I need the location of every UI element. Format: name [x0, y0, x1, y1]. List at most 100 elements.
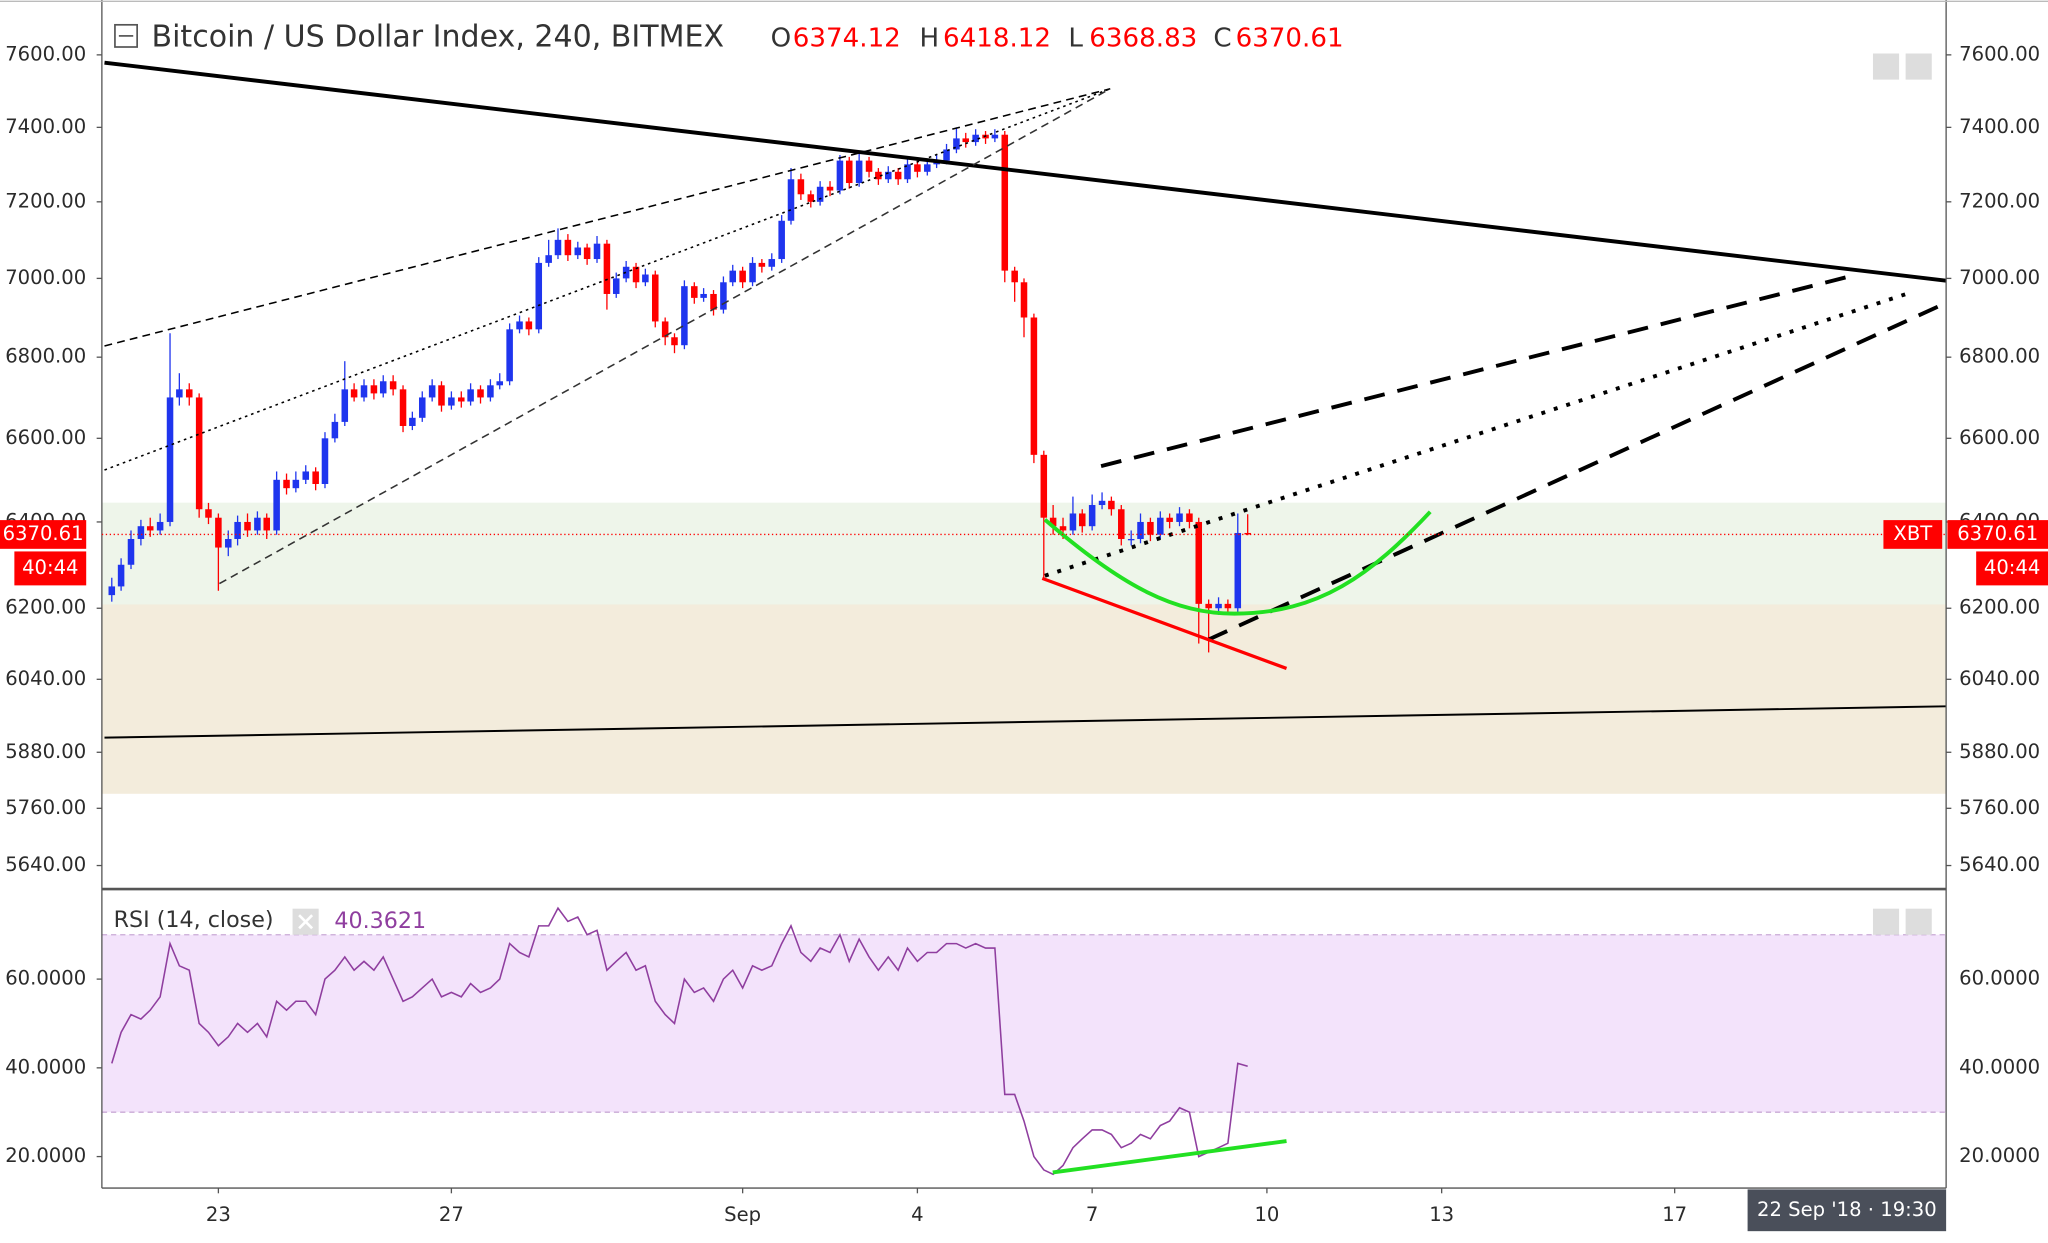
rsi-divergence-line: [1052, 1139, 1287, 1175]
candle-body: [108, 586, 116, 596]
collapse-icon[interactable]: [114, 23, 138, 48]
candle-body: [1118, 509, 1125, 539]
candle-body: [554, 239, 562, 256]
candle-body: [321, 438, 329, 484]
scroll-button[interactable]: [1872, 53, 1900, 80]
background-layer: [101, 502, 1947, 794]
scroll-button[interactable]: [1905, 53, 1932, 80]
y-tick-label: 7600.00: [5, 42, 86, 65]
y-tick-label: 7200.00: [5, 189, 86, 212]
candle-body: [632, 266, 640, 283]
candle-body: [1127, 538, 1135, 541]
candle-body: [1020, 282, 1028, 318]
support-zone: [101, 502, 1947, 605]
candle-body: [341, 389, 349, 422]
candle-body: [244, 521, 251, 531]
y-tick-label: 5880.00: [5, 740, 86, 763]
x-tick-label: 27: [439, 1203, 464, 1226]
candle-body: [1137, 521, 1144, 539]
candle-body: [593, 243, 601, 260]
candle-body: [1215, 603, 1222, 609]
candle-body: [292, 479, 300, 489]
candle-body: [894, 171, 902, 180]
candle-body: [506, 329, 513, 382]
price-badge-label: 6370.61: [3, 522, 84, 545]
demand-zone: [101, 604, 1947, 794]
candle-body: [865, 160, 873, 172]
candle-body: [991, 134, 999, 139]
channel-line: [104, 88, 1111, 347]
candle-body: [720, 282, 727, 310]
candle-body: [836, 160, 844, 191]
candle-body: [254, 517, 261, 531]
y-tick-label: 5640.00: [5, 853, 86, 876]
trend-line: [104, 60, 1947, 283]
x-tick-label: Sep: [724, 1203, 761, 1226]
rsi-tick-label: 40.0000: [1959, 1055, 2040, 1078]
candle-body: [137, 526, 145, 539]
channel-line: [219, 88, 1111, 585]
candle-body: [778, 220, 785, 260]
candle-body: [661, 321, 669, 338]
symbol-label: XBT: [1893, 522, 1933, 545]
x-tick-label: 7: [1086, 1203, 1098, 1226]
rsi-tick-label: 20.0000: [5, 1144, 86, 1167]
candle-body: [1176, 513, 1183, 522]
candle-body: [525, 321, 533, 330]
candle-body: [166, 397, 174, 522]
y-tick-label: 5760.00: [1959, 796, 2040, 819]
candle-body: [1205, 603, 1212, 609]
candle-body: [962, 138, 970, 143]
candle-body: [1040, 454, 1048, 518]
candle-body: [370, 385, 378, 394]
candle-body: [583, 247, 591, 260]
candle-body: [612, 278, 620, 294]
candle-body: [195, 397, 203, 510]
candle-body: [622, 266, 630, 279]
candle-body: [1186, 513, 1193, 522]
scroll-button[interactable]: [1872, 908, 1900, 935]
candle-body: [885, 171, 892, 180]
candle-body: [1088, 505, 1096, 527]
candle-body: [1030, 317, 1038, 455]
candle-body: [807, 194, 815, 202]
x-tick-label: 13: [1429, 1203, 1454, 1226]
candle-body: [652, 274, 659, 322]
candle-body: [914, 164, 921, 172]
symbol-badge: [1883, 520, 1943, 549]
candle-body: [545, 255, 552, 263]
candle-body: [283, 479, 290, 489]
candle-body: [389, 381, 397, 390]
ohlc-value: 6370.61: [1236, 24, 1344, 54]
candle-body: [1166, 517, 1173, 522]
y-tick-label: 7000.00: [5, 266, 86, 289]
countdown-label: 40:44: [22, 556, 78, 579]
channel-line: [1100, 274, 1849, 468]
y-tick-label: 7200.00: [1959, 189, 2040, 212]
scroll-button[interactable]: [1905, 908, 1932, 935]
candle-body: [263, 517, 270, 531]
candle-body: [1059, 526, 1067, 531]
candle-body: [127, 538, 135, 565]
y-tick-label: 5880.00: [1959, 740, 2040, 763]
candle-body: [943, 149, 950, 161]
crosshair-date: 22 Sep '18 · 19:30: [1757, 1198, 1937, 1221]
candle-body: [1049, 517, 1057, 527]
candle-body: [496, 381, 504, 386]
candle-body: [564, 239, 572, 256]
candle-body: [360, 385, 368, 398]
y-tick-label: 6040.00: [5, 667, 86, 690]
candle-body: [642, 274, 649, 283]
candle-body: [710, 293, 717, 310]
support-line: [104, 705, 1947, 739]
candle-body: [787, 179, 795, 221]
candle-body: [875, 171, 882, 180]
candle-body: [516, 321, 523, 330]
candle-body: [691, 286, 698, 298]
countdown-label: 40:44: [1984, 556, 2040, 579]
candle-body: [1011, 270, 1018, 283]
candle-body: [409, 417, 416, 426]
candle-body: [1244, 532, 1251, 535]
ohlc-label: H: [920, 24, 940, 54]
